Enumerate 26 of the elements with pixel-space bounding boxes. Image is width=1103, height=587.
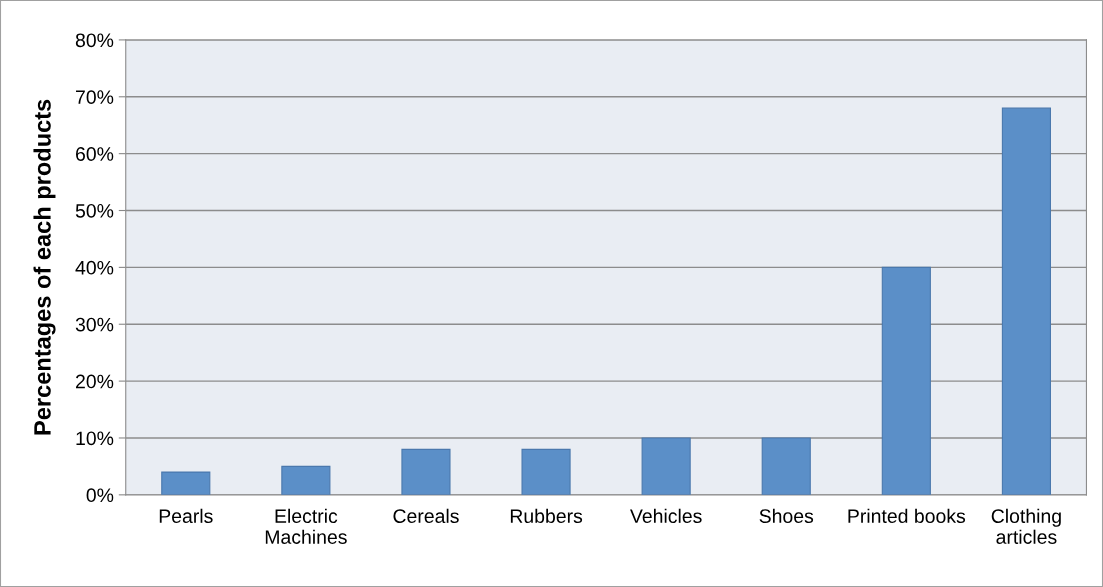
x-tick-label: Clothing articles [991, 508, 1061, 544]
bar [281, 465, 331, 495]
y-tick-label: 40% [75, 260, 114, 275]
x-tick-label: Pearls [159, 508, 213, 524]
y-tick-label: 30% [75, 317, 114, 332]
bar [401, 448, 451, 495]
y-tick-label: 80% [75, 33, 114, 48]
bar [761, 437, 811, 495]
x-tick-label: Vehicles [630, 508, 702, 524]
bar [641, 437, 691, 495]
y-tick-label: 60% [76, 147, 114, 161]
x-tick-label: Electric Machines [265, 508, 347, 544]
y-tick-label: 50% [75, 203, 114, 218]
x-tick-label: Cereals [393, 508, 459, 524]
x-tick-label: Shoes [759, 508, 814, 524]
y-tick-label: 10% [76, 431, 114, 446]
bar [161, 471, 211, 495]
bar [1001, 107, 1051, 495]
x-tick-label: Printed books [848, 508, 966, 524]
bar [521, 448, 571, 495]
x-tick-label: Rubbers [510, 508, 583, 524]
y-axis-title: Percentages of each products [33, 99, 56, 435]
y-tick-label: 70% [76, 90, 114, 105]
y-tick-label: 20% [76, 374, 114, 389]
y-tick-label: 0% [86, 488, 114, 503]
bar [881, 266, 931, 495]
